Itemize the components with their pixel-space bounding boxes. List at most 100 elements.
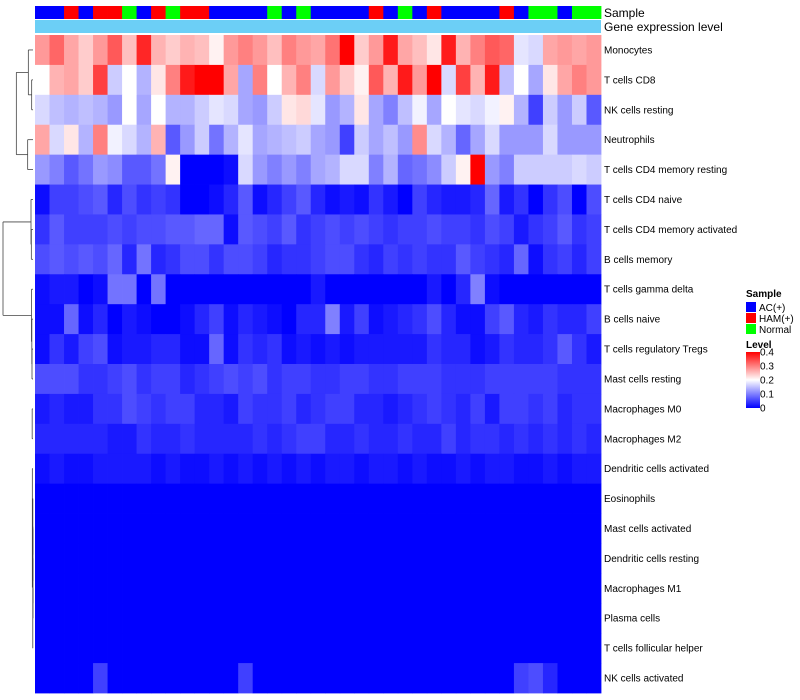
heatmap-cell — [571, 214, 587, 245]
heatmap-cell — [223, 184, 239, 215]
heatmap-cell — [339, 513, 355, 544]
heatmap-cell — [513, 663, 529, 694]
heatmap-cell — [513, 364, 529, 395]
heatmap-cell — [557, 244, 573, 275]
heatmap-cell — [252, 573, 268, 604]
sample-annotation-cell — [78, 6, 94, 19]
heatmap-cell — [252, 603, 268, 634]
row-label: Dendritic cells activated — [604, 464, 709, 475]
heatmap-cell — [252, 124, 268, 156]
heatmap-cell — [528, 214, 544, 245]
row-label: Plasma cells — [604, 614, 660, 625]
heatmap-cell — [484, 124, 500, 156]
heatmap-cell — [571, 663, 587, 694]
heatmap-cell — [339, 184, 355, 215]
heatmap-cell — [339, 334, 355, 365]
heatmap-cell — [528, 453, 544, 485]
heatmap-cell — [441, 573, 457, 604]
heatmap-cell — [339, 364, 355, 395]
heatmap-cell — [136, 573, 152, 604]
heatmap-cell — [281, 334, 297, 365]
row-label: T cells CD4 naive — [604, 195, 683, 206]
sample-annotation-cell — [542, 6, 558, 19]
heatmap-cell — [194, 94, 210, 126]
heatmap-cell — [64, 513, 79, 544]
heatmap-cell — [441, 184, 457, 215]
heatmap-cell — [78, 214, 94, 245]
heatmap-cell — [383, 214, 399, 245]
heatmap-cell — [267, 274, 283, 305]
sample-annotation-cell — [557, 6, 573, 19]
heatmap-cell — [194, 393, 210, 425]
heatmap-cell — [49, 543, 65, 574]
row-label: T cells regulatory Tregs — [604, 345, 708, 356]
heatmap-cell — [165, 483, 181, 514]
heatmap-cell — [542, 184, 558, 215]
heatmap-cell — [557, 393, 573, 425]
heatmap-cell — [412, 184, 428, 215]
heatmap-cell — [180, 94, 196, 126]
heatmap-cell — [426, 214, 442, 245]
heatmap-cell — [325, 154, 341, 185]
sample-annotation-cell — [151, 6, 167, 19]
heatmap-cell — [281, 603, 297, 634]
heatmap-cell — [426, 124, 442, 156]
heatmap-cell — [107, 244, 123, 275]
heatmap-cell — [412, 513, 428, 544]
heatmap-cell — [78, 334, 94, 365]
heatmap-cell — [78, 483, 94, 514]
heatmap-cell — [441, 304, 457, 335]
sample-annotation-cell — [528, 6, 544, 19]
heatmap-cell — [368, 274, 384, 305]
heatmap-cell — [368, 364, 384, 395]
heatmap-cell — [78, 573, 94, 604]
heatmap-cell — [296, 423, 312, 455]
level-tick-label: 0 — [760, 404, 766, 415]
heatmap-cell — [412, 214, 428, 245]
sample-annotation-cell — [368, 6, 384, 19]
heatmap-cell — [470, 94, 486, 126]
heatmap-cell — [209, 543, 225, 574]
heatmap-cell — [107, 513, 123, 544]
heatmap-cell — [252, 393, 268, 425]
heatmap-cell — [180, 184, 196, 215]
heatmap-cell — [383, 94, 399, 126]
heatmap-cell — [325, 184, 341, 215]
heatmap-cell — [368, 124, 384, 156]
heatmap-cell — [35, 304, 50, 335]
heatmap-cell — [49, 453, 65, 485]
heatmap-cell — [107, 573, 123, 604]
sample-annotation-cell — [397, 6, 413, 19]
heatmap-cell — [426, 483, 442, 514]
heatmap-cell — [484, 274, 500, 305]
heatmap-cell — [180, 573, 196, 604]
heatmap-cell — [223, 64, 239, 96]
heatmap-cell — [93, 184, 108, 215]
heatmap-cell — [252, 94, 268, 126]
heatmap-cell — [296, 513, 312, 544]
heatmap-cell — [339, 304, 355, 335]
heatmap-cell — [325, 334, 341, 365]
heatmap-cell — [397, 364, 413, 395]
heatmap-cell — [223, 663, 239, 694]
heatmap-cell — [528, 304, 544, 335]
heatmap-cell — [165, 633, 181, 664]
heatmap-cell — [528, 124, 544, 156]
heatmap-cell — [513, 184, 529, 215]
heatmap-cell — [151, 364, 167, 395]
sample-annotation-cell — [107, 6, 123, 19]
heatmap-cell — [223, 393, 239, 425]
heatmap-cell — [35, 35, 50, 66]
heatmap-cell — [310, 35, 326, 66]
heatmap-cell — [180, 633, 196, 664]
heatmap-cell — [64, 184, 79, 215]
row-labels: Monocytes T cells CD8 NK cells resting Neut… — [604, 45, 737, 684]
heatmap-cell — [238, 423, 254, 455]
row-label: T cells CD4 memory resting — [604, 165, 727, 176]
heatmap-cell — [267, 423, 283, 455]
heatmap-cell — [310, 483, 326, 514]
heatmap-cell — [397, 124, 413, 156]
heatmap-cell — [165, 603, 181, 634]
heatmap-cell — [296, 633, 312, 664]
heatmap-cell — [296, 244, 312, 275]
